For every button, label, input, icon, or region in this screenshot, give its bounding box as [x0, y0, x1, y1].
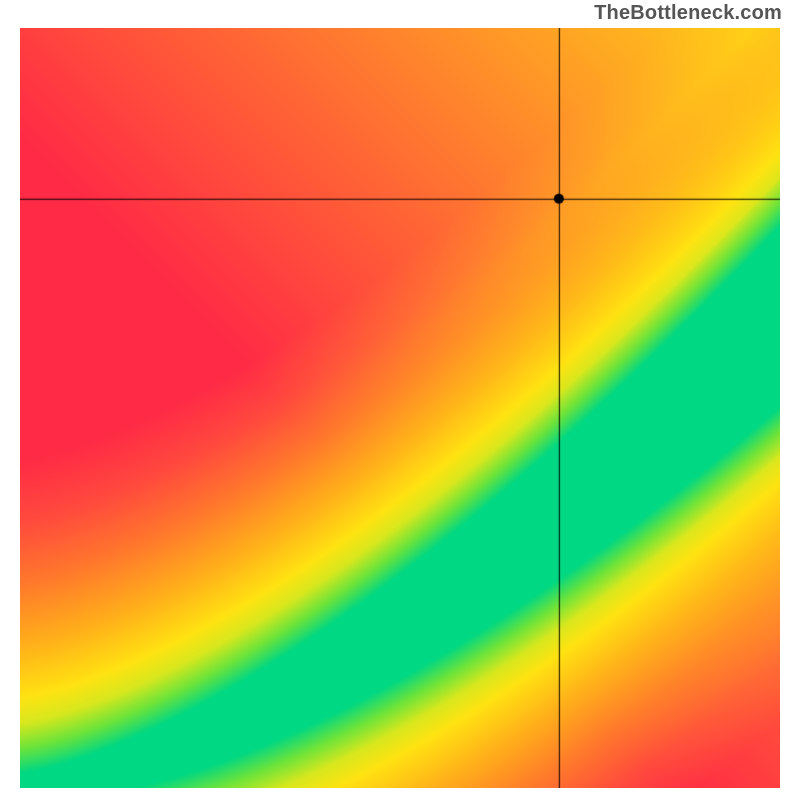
watermark-text: TheBottleneck.com: [594, 2, 782, 25]
bottleneck-heatmap: [20, 28, 780, 788]
heatmap-canvas: [20, 28, 780, 788]
